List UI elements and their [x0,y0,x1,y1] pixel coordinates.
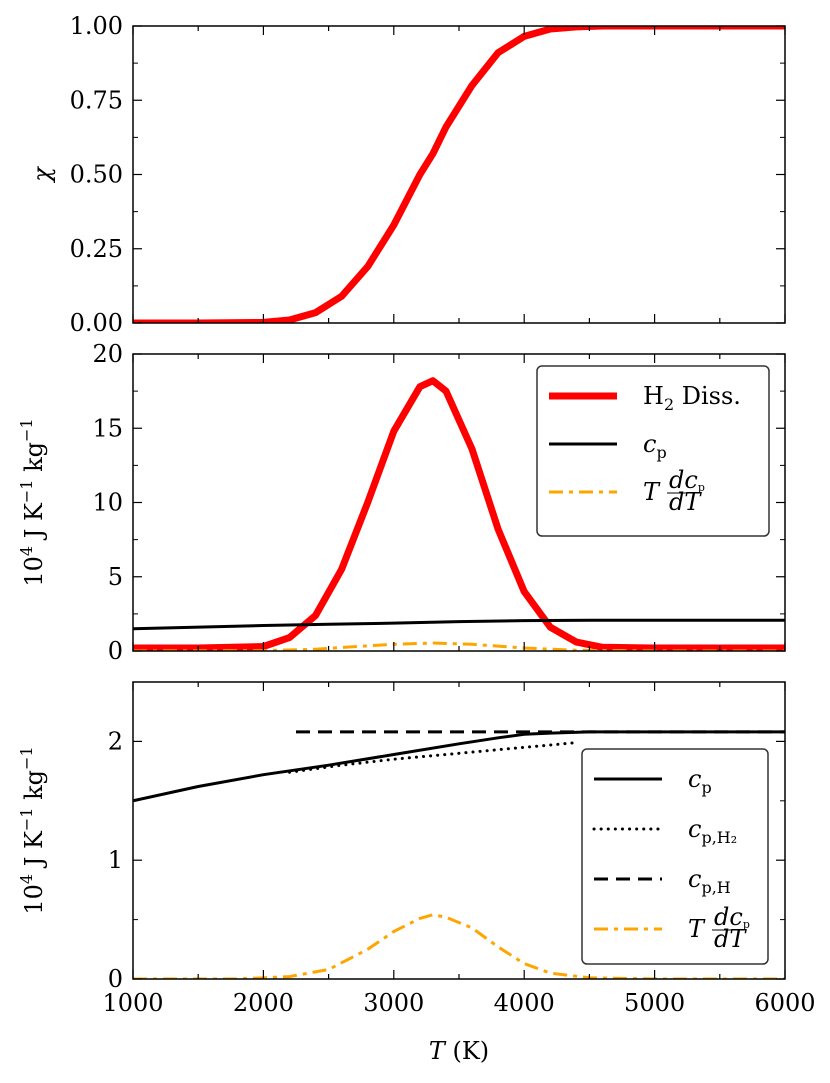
legend-label: cp [643,430,667,462]
y-tick-label: 2 [108,727,123,755]
series-- [133,26,785,323]
y-tick-label: 0.75 [70,86,123,114]
y-tick-label: 0.25 [70,235,123,263]
series-cp-h2 [288,741,578,774]
y-tick-label: 0 [108,965,123,993]
x-axis-label: T (K) [429,1037,489,1065]
y-tick-label: 5 [108,563,123,591]
y-tick-label: 20 [92,340,123,368]
series-group [133,26,785,323]
legend-frac-den: dT [714,925,747,953]
x-tick-label: 3000 [363,989,424,1017]
series-h2-diss- [133,377,785,651]
series-t-dcp-dt [133,913,785,979]
panel-top: 0.00 0.25 0.50 0.75 1.00 χ [28,12,786,337]
series-cp [133,618,785,631]
series-t-dcp-dt [133,641,785,651]
x-tick-label: 2000 [233,989,294,1017]
series-group [133,730,785,979]
y-axis-label: 104 J K−1 kg−1 [17,746,48,914]
y-tick-label: 0.50 [70,161,123,189]
y-tick-label: 1 [108,846,123,874]
legend-box [581,748,769,965]
legend-label: cp,H [688,865,731,897]
series-group [133,377,785,651]
y-tick-label: 0 [108,637,123,665]
y-axis-label: 104 J K−1 kg−1 [17,418,48,586]
y-tick-label: 15 [92,414,123,442]
x-tick-label: 6000 [754,989,815,1017]
x-tick-label: 1000 [102,989,163,1017]
y-axis-label: χ [28,166,56,184]
legend-label: T [643,478,661,506]
y-tick-label: 0.00 [70,309,123,337]
legend-box [536,365,770,537]
legend-label: H2 Diss. [643,382,741,414]
axes-frame [132,25,786,324]
legend-frac-den: dT [669,488,702,516]
legend-label: T [688,915,706,943]
series-cp [133,730,785,803]
panel-bottom: 0 1 2 104 J K−1 kg−1 1000 2000 3000 4000 5000 600… [17,681,816,1065]
legend-label: cp [688,765,712,797]
y-tick-label: 1.00 [70,12,123,40]
x-tick-label: 4000 [494,989,555,1017]
y-tick-label: 10 [92,489,123,517]
legend-label: cp,H₂ [688,815,737,847]
x-tick-label: 5000 [624,989,685,1017]
